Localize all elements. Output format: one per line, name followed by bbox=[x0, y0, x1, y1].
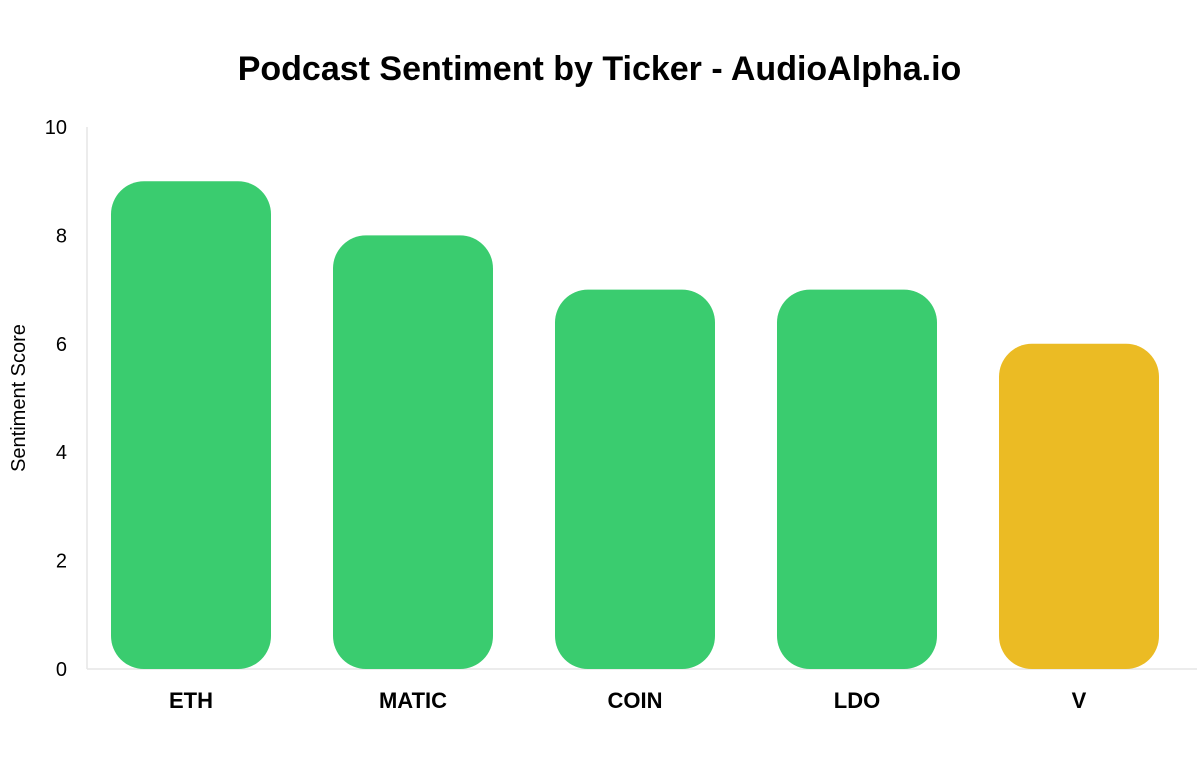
bar-eth bbox=[111, 181, 271, 669]
x-tick-label: V bbox=[1072, 688, 1087, 713]
y-tick-label: 2 bbox=[56, 551, 67, 573]
y-tick-label: 8 bbox=[56, 225, 67, 247]
x-tick-label: COIN bbox=[608, 688, 663, 713]
x-tick-label: LDO bbox=[834, 688, 880, 713]
chart-title: Podcast Sentiment by Ticker - AudioAlpha… bbox=[237, 50, 962, 88]
bar-matic bbox=[333, 235, 493, 669]
y-tick-label: 0 bbox=[56, 659, 67, 681]
y-tick-label: 10 bbox=[45, 117, 67, 139]
x-tick-label: MATIC bbox=[379, 688, 447, 713]
y-tick-label: 6 bbox=[56, 334, 67, 356]
y-axis-label: Sentiment Score bbox=[8, 324, 30, 472]
bar-coin bbox=[555, 289, 715, 669]
bar-ldo bbox=[777, 289, 937, 669]
x-tick-label: ETH bbox=[169, 688, 213, 713]
bar-v bbox=[999, 343, 1159, 669]
y-tick-label: 4 bbox=[56, 442, 67, 464]
